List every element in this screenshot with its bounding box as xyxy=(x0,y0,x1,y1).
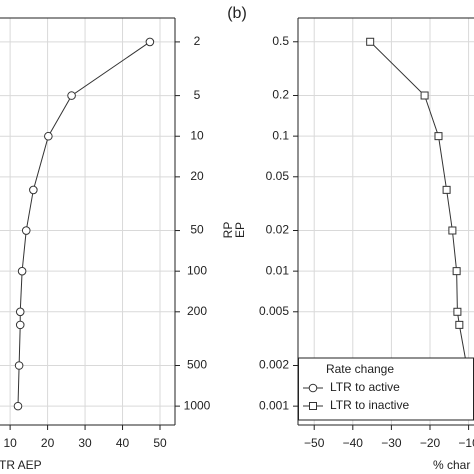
x-axis-label: TR AEP xyxy=(0,458,42,472)
y-tick-label: 200 xyxy=(187,304,207,318)
legend-title: Rate change xyxy=(326,362,394,376)
point xyxy=(448,226,457,235)
y-tick-label: 0.02 xyxy=(266,223,290,237)
point xyxy=(67,91,76,100)
y-tick-label: 0.005 xyxy=(259,304,289,318)
x-tick-label: 40 xyxy=(116,436,130,450)
y-tick-label: 0.5 xyxy=(272,34,289,48)
y-tick-label: 1000 xyxy=(184,398,211,412)
point xyxy=(420,91,429,100)
point xyxy=(145,37,155,47)
point xyxy=(366,37,375,46)
legend-symbol xyxy=(308,383,318,393)
point xyxy=(455,320,464,329)
legend-box xyxy=(298,357,474,421)
x-tick-label: 50 xyxy=(153,436,167,450)
x-axis-label: % char xyxy=(433,458,470,472)
point xyxy=(14,361,24,370)
x-tick-label: −40 xyxy=(343,436,364,450)
point xyxy=(15,307,25,317)
point xyxy=(442,185,451,194)
y-tick-label: 100 xyxy=(187,263,207,277)
y-axis-label: EP xyxy=(233,222,247,238)
point xyxy=(434,132,443,141)
x-tick-label: −10 xyxy=(458,436,474,450)
point xyxy=(29,185,38,195)
y-tick-label: 5 xyxy=(194,88,201,102)
y-tick-label: 0.05 xyxy=(266,169,290,183)
series-line xyxy=(369,41,468,407)
x-tick-label: −20 xyxy=(420,436,441,450)
y-tick-label: 500 xyxy=(187,358,207,372)
y-tick-label: 0.002 xyxy=(259,358,289,372)
legend-label: LTR to active xyxy=(330,380,400,394)
x-tick-label: 30 xyxy=(78,436,92,450)
y-tick-label: 50 xyxy=(190,223,204,237)
y-tick-label: 0.1 xyxy=(272,128,289,142)
point xyxy=(17,266,27,276)
point xyxy=(15,320,25,330)
y-axis-label: RP xyxy=(221,222,235,239)
y-tick-label: 0.01 xyxy=(266,263,290,277)
y-tick-label: 20 xyxy=(190,169,204,183)
x-tick-label: −50 xyxy=(304,436,325,450)
y-tick-label: 10 xyxy=(190,128,204,142)
point xyxy=(44,131,53,141)
x-tick-label: 20 xyxy=(41,436,55,450)
y-tick-label: 2 xyxy=(194,34,201,48)
series-line xyxy=(17,41,151,407)
point xyxy=(13,401,23,411)
legend-symbol xyxy=(309,402,317,410)
panel-title: (b) xyxy=(227,5,247,22)
y-tick-label: 0.2 xyxy=(272,88,289,102)
x-tick-label: 10 xyxy=(3,436,17,450)
x-tick-label: −30 xyxy=(381,436,402,450)
y-tick-label: 0.001 xyxy=(259,398,289,412)
point xyxy=(21,226,31,235)
point xyxy=(453,307,462,316)
legend-label: LTR to inactive xyxy=(330,398,409,412)
point xyxy=(452,267,461,276)
